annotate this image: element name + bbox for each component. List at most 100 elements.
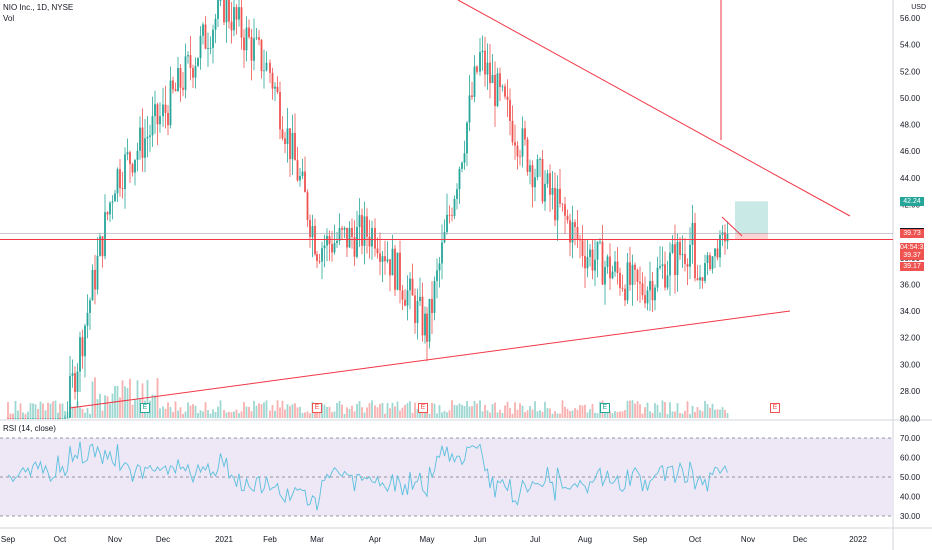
candle-body (571, 222, 574, 243)
volume-bar (651, 412, 654, 418)
volume-bar (614, 411, 616, 418)
volume-bar (504, 405, 506, 418)
symbol-legend[interactable]: NIO Inc., 1D, NYSE (3, 3, 73, 13)
candle-body (179, 68, 182, 88)
volume-bar (438, 405, 441, 418)
volume-bar (641, 413, 644, 418)
volume-bar (676, 403, 679, 418)
candle-body (621, 287, 624, 289)
earnings-marker[interactable]: E (770, 403, 780, 413)
candle-body (245, 27, 248, 51)
candle-body (511, 120, 514, 143)
candle-body (299, 175, 301, 181)
volume-bar (164, 408, 167, 418)
volume-bar (489, 412, 491, 418)
volume-bar (207, 410, 209, 418)
candle-body (159, 116, 161, 125)
candle-body (281, 129, 284, 139)
candle-body (371, 227, 373, 247)
candle-body (54, 418, 57, 419)
volume-bar (544, 401, 546, 418)
candle-body (586, 257, 589, 269)
volume-bar (371, 400, 373, 418)
volume-bar (611, 413, 614, 418)
volume-bar (79, 407, 81, 418)
volume-bar (228, 411, 230, 418)
volume-bar (37, 409, 39, 418)
volume-bar (559, 413, 561, 418)
volume-bar (248, 406, 250, 418)
volume-bar (240, 411, 243, 418)
candle-body (699, 277, 701, 281)
candle-body (141, 127, 144, 158)
volume-bar (265, 400, 268, 418)
volume-bar (29, 403, 32, 418)
volume-bar (681, 413, 684, 418)
volume-bar (81, 408, 84, 418)
volume-bar (146, 379, 149, 418)
earnings-marker[interactable]: E (312, 403, 322, 413)
candle-body (22, 418, 24, 419)
candle-body (629, 262, 631, 285)
volume-bar (74, 406, 76, 418)
volume-legend[interactable]: Vol (3, 14, 14, 24)
candle-body (584, 255, 586, 269)
candle-body (194, 65, 197, 78)
volume-bar (519, 403, 521, 418)
volume-bar (187, 402, 189, 418)
rsi-legend[interactable]: RSI (14, close) (3, 424, 56, 434)
candle-body (343, 227, 346, 230)
candle-body (391, 248, 394, 276)
candle-body (134, 159, 136, 173)
candle-body (401, 290, 404, 300)
volume-bar (96, 399, 99, 418)
candle-body (591, 249, 594, 271)
candle-body (116, 169, 119, 194)
candle-body (69, 375, 71, 418)
volume-bar (172, 412, 174, 418)
candle-body (296, 160, 299, 181)
earnings-marker[interactable]: E (418, 403, 428, 413)
candle-body (248, 27, 250, 37)
volume-bar (212, 409, 214, 418)
candle-body (634, 264, 636, 270)
volume-bar (629, 400, 631, 418)
candle-body (541, 159, 544, 202)
volume-bar (411, 412, 414, 418)
volume-bar (626, 400, 629, 418)
volume-bar (346, 407, 348, 418)
volume-bar (501, 413, 504, 418)
candle-body (559, 188, 561, 204)
volume-bar (119, 397, 121, 418)
time-tick-label: Aug (578, 535, 592, 544)
volume-bar (71, 406, 74, 418)
candle-body (276, 86, 279, 92)
candle-body (438, 263, 441, 271)
price-tick-label: 28.00 (900, 387, 921, 396)
candle-body (131, 164, 134, 173)
candle-body (614, 261, 616, 272)
volume-bar (106, 396, 109, 418)
candle-body (389, 259, 391, 276)
volume-bar (624, 410, 626, 418)
volume-bar (76, 401, 79, 418)
candle-body (516, 145, 519, 157)
time-tick-label: Mar (310, 535, 324, 544)
volume-bar (699, 410, 701, 418)
volume-bar (471, 406, 473, 418)
volume-bar (9, 413, 12, 418)
volume-bar (368, 403, 371, 418)
volume-bar (151, 394, 154, 418)
earnings-marker[interactable]: E (140, 403, 150, 413)
candle-body (9, 418, 12, 419)
earnings-marker[interactable]: E (600, 403, 610, 413)
volume-bar (586, 412, 589, 418)
candle-body (399, 252, 401, 291)
volume-bar (197, 413, 199, 418)
price-tick-label: 48.00 (900, 121, 921, 130)
position-profit-zone (735, 201, 768, 234)
volume-bar (546, 407, 549, 418)
volume-bar (436, 413, 438, 418)
volume-bar (22, 412, 24, 418)
